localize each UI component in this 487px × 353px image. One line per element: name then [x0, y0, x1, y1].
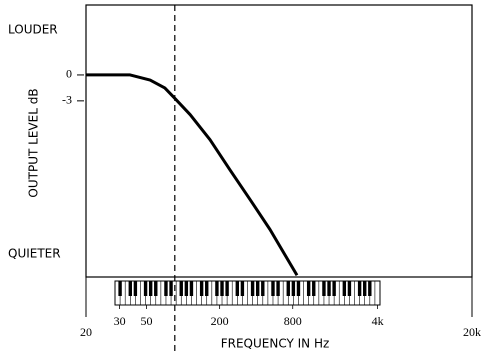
black-key: [220, 281, 224, 296]
y-tick-label: -3: [62, 93, 72, 107]
x-axis-label: FREQUENCY IN Hz: [221, 337, 330, 351]
black-key: [128, 281, 132, 296]
black-key: [184, 281, 189, 296]
keyboard-tick-label: 30: [114, 314, 126, 328]
black-key: [169, 281, 173, 296]
black-key: [332, 281, 336, 296]
black-key: [357, 281, 362, 296]
keyboard-tick-label: 200: [211, 314, 229, 328]
black-key: [261, 281, 265, 296]
x-tick-label: 20k: [463, 325, 481, 339]
y-axis-label: OUTPUT LEVEL dB: [27, 88, 41, 197]
y-tick-label: 0: [66, 67, 72, 81]
black-key: [286, 281, 290, 296]
black-key: [368, 281, 372, 296]
black-key: [306, 281, 311, 296]
black-key: [250, 281, 255, 296]
black-key: [327, 281, 331, 296]
black-key: [133, 281, 138, 296]
black-key: [322, 281, 326, 296]
x-tick-label: 20: [80, 325, 92, 339]
black-key: [240, 281, 245, 296]
black-key: [276, 281, 280, 296]
black-key: [148, 281, 153, 296]
black-key: [291, 281, 296, 296]
keyboard-tick-label: 800: [284, 314, 302, 328]
black-key: [215, 281, 219, 296]
black-key: [271, 281, 275, 296]
black-key: [164, 281, 168, 296]
black-key: [312, 281, 316, 296]
black-key: [199, 281, 204, 296]
response-curve: [86, 73, 299, 277]
black-key: [179, 281, 183, 296]
black-key: [205, 281, 209, 296]
keyboard-tick-label: 50: [141, 314, 153, 328]
annotation-louder: LOUDER: [8, 23, 58, 37]
black-key: [225, 281, 229, 296]
piano-keyboard: [114, 280, 381, 306]
black-key: [154, 281, 158, 296]
black-key: [363, 281, 367, 296]
black-key: [296, 281, 301, 296]
black-key: [189, 281, 194, 296]
black-key: [143, 281, 148, 296]
black-key: [235, 281, 240, 296]
plot-frame: [85, 4, 473, 278]
black-key: [255, 281, 260, 296]
annotation-quieter: QUIETER: [8, 247, 61, 261]
black-key: [118, 281, 122, 296]
keyboard-tick-label: 4k: [372, 314, 384, 328]
black-key: [347, 281, 352, 296]
black-key: [342, 281, 347, 296]
